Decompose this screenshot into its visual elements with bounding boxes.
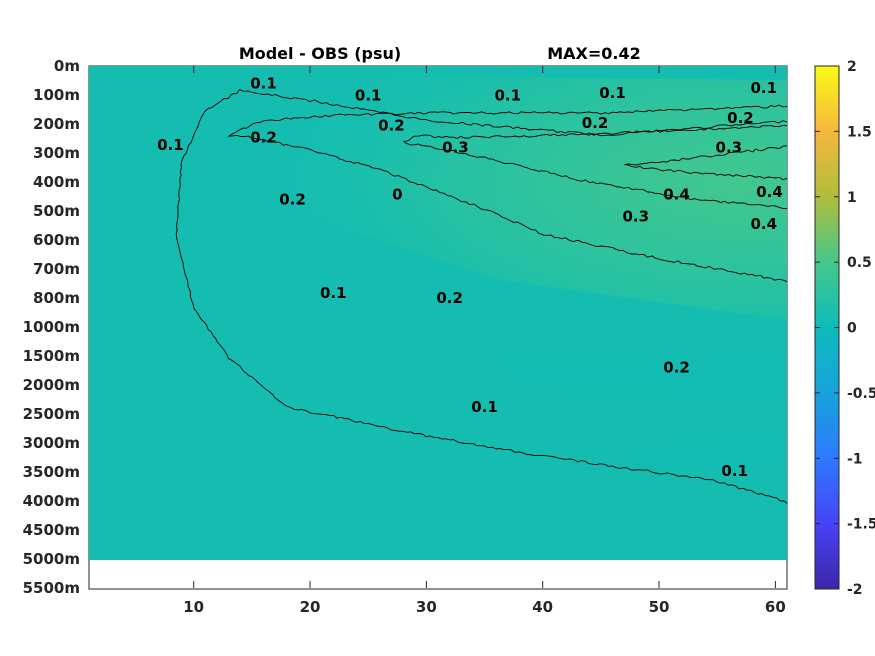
contour-label: 0.2 (436, 289, 463, 307)
heatmap-tongue (170, 72, 787, 320)
colorbar-tick-label: 0 (847, 321, 857, 337)
contour-line (227, 104, 787, 283)
plot-area: 0.1 0.1 0.1 0.1 0.1 0.1 0.1 0.1 0.1 0.2 0.2 0.2 0.2 0… (88, 65, 788, 590)
contour-line (624, 145, 787, 181)
chart-subtitle: MAX=0.42 (547, 44, 641, 63)
contour-label: 0.2 (279, 190, 306, 208)
y-tick-label: 400m (33, 173, 80, 191)
y-axis: 0m 100m 200m 300m 400m 500m 600m 700m 800m 1000m 1… (23, 57, 80, 597)
contour-line (402, 124, 787, 209)
y-tick-label: 5500m (23, 579, 80, 597)
contour-label: 0.3 (716, 139, 743, 157)
colorbar-tick-label: -2 (847, 582, 863, 598)
y-tick-label: 3500m (23, 463, 80, 481)
y-tick-label: 700m (33, 260, 80, 278)
y-tick-label: 4500m (23, 521, 80, 539)
contour-label: 0.4 (756, 183, 783, 201)
colorbar-tick-label: 0.5 (847, 255, 872, 271)
contour-label: 0.2 (378, 116, 405, 134)
x-tick-label: 40 (532, 598, 553, 616)
contour-label: 0.1 (471, 398, 498, 416)
y-tick-label: 5000m (23, 550, 80, 568)
contour-label: 0.1 (750, 79, 777, 97)
y-tick-label: 600m (33, 231, 80, 249)
colorbar-tick-label: -1 (847, 451, 863, 467)
y-tick-label: 3000m (23, 434, 80, 452)
y-tick-label: 2000m (23, 376, 80, 394)
y-tick-label: 500m (33, 202, 80, 220)
contour-label: 0.2 (582, 114, 609, 132)
contour-label: 0.2 (250, 129, 277, 147)
chart-title-group: Model - OBS (psu) MAX=0.42 (239, 44, 641, 63)
colorbar-tick-label: -1.5 (847, 517, 875, 533)
colorbar-tick-label: 1.5 (847, 124, 872, 140)
x-tick-label: 10 (183, 598, 204, 616)
x-tick-label: 20 (300, 598, 321, 616)
contour-label-layer: 0.1 0.1 0.1 0.1 0.1 0.1 0.1 0.1 0.1 0.2 0.2 0.2 0.2 0… (157, 74, 783, 480)
y-tick-label: 4000m (23, 492, 80, 510)
colorbar-tick-label: 1 (847, 190, 857, 206)
contour-label: 0 (392, 185, 402, 203)
y-tick-label: 300m (33, 144, 80, 162)
y-tick-label: 800m (33, 289, 80, 307)
contour-label: 0.1 (495, 87, 522, 105)
contour-label: 0.1 (320, 284, 347, 302)
y-tick-label: 1500m (23, 347, 80, 365)
colorbar-ticks: 2 1.5 1 0.5 0 -0.5 -1 -1.5 -2 (815, 59, 875, 598)
y-tick-label: 100m (33, 86, 80, 104)
contour-label: 0.1 (355, 87, 382, 105)
y-tick-label: 200m (33, 115, 80, 133)
contour-label: 0.1 (250, 74, 277, 92)
contour-label: 0.1 (157, 136, 184, 154)
x-tick-label: 60 (765, 598, 786, 616)
x-tick-label: 50 (649, 598, 670, 616)
contour-label: 0.4 (663, 185, 690, 203)
chart-title: Model - OBS (psu) (239, 44, 401, 63)
x-tick-label: 30 (416, 598, 437, 616)
colorbar-tick-label: 2 (847, 59, 857, 75)
y-tick-label: 2500m (23, 405, 80, 423)
contour-label: 0.3 (622, 208, 649, 226)
contour-label: 0.1 (599, 84, 626, 102)
x-axis: 10 20 30 40 50 60 (183, 66, 786, 616)
contour-label: 0.1 (721, 462, 748, 480)
y-tick-label: 0m (54, 57, 80, 75)
y-tick-label: 1000m (23, 318, 80, 336)
colorbar-tick-label: -0.5 (847, 386, 875, 402)
contour-layer (175, 89, 787, 504)
contour-label: 0.2 (663, 358, 690, 376)
contour-label: 0.4 (750, 215, 777, 233)
contour-label: 0.3 (442, 139, 469, 157)
contour-label: 0.2 (727, 109, 754, 127)
contour-line (175, 89, 787, 504)
colorbar: 2 1.5 1 0.5 0 -0.5 -1 -1.5 -2 (814, 59, 875, 598)
heatmap-deep-band (490, 355, 787, 470)
